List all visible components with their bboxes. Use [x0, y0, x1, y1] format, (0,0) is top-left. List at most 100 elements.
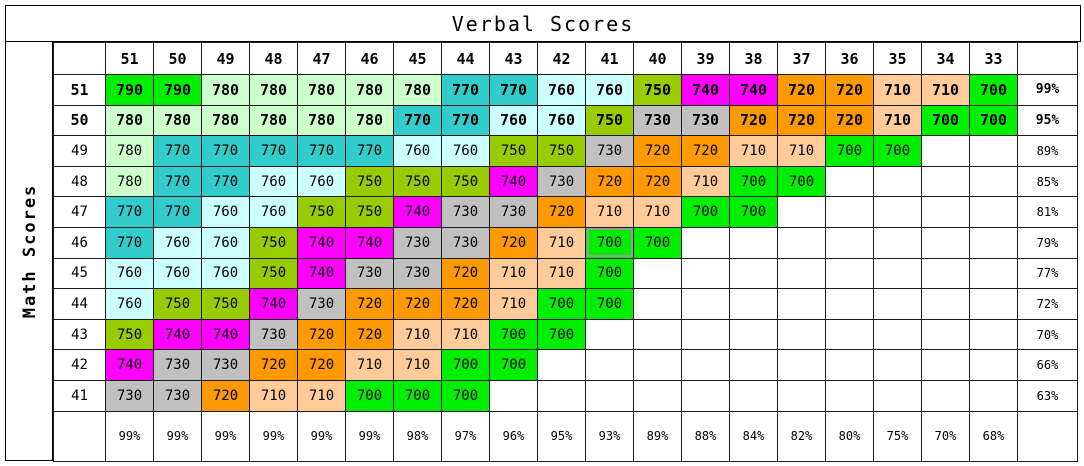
- empty-cell[interactable]: [585, 318, 634, 351]
- score-cell[interactable]: 740: [201, 318, 250, 351]
- empty-cell[interactable]: [825, 257, 874, 290]
- verbal-percentile[interactable]: 89%: [633, 410, 682, 462]
- score-cell[interactable]: 750: [393, 165, 442, 198]
- score-cell[interactable]: 710: [249, 379, 298, 412]
- score-cell[interactable]: 710: [393, 318, 442, 351]
- empty-cell[interactable]: [969, 257, 1018, 290]
- verbal-header-39[interactable]: 39: [681, 42, 730, 75]
- empty-cell[interactable]: [777, 318, 826, 351]
- score-cell[interactable]: 730: [681, 104, 730, 137]
- empty-cell[interactable]: [537, 349, 586, 381]
- score-cell[interactable]: 730: [345, 257, 394, 290]
- score-cell[interactable]: 790: [105, 74, 154, 106]
- score-cell[interactable]: 710: [345, 349, 394, 381]
- math-percentile[interactable]: 66%: [1017, 349, 1078, 381]
- score-cell[interactable]: 720: [345, 288, 394, 320]
- empty-cell[interactable]: [1017, 410, 1078, 462]
- score-cell[interactable]: 720: [345, 318, 394, 351]
- verbal-percentile[interactable]: 68%: [969, 410, 1018, 462]
- score-cell[interactable]: 770: [393, 104, 442, 137]
- score-cell[interactable]: 720: [825, 74, 874, 106]
- empty-cell[interactable]: [729, 226, 778, 259]
- math-percentile[interactable]: 79%: [1017, 226, 1078, 259]
- verbal-header-40[interactable]: 40: [633, 42, 682, 75]
- score-cell[interactable]: 780: [297, 74, 346, 106]
- score-cell[interactable]: 700: [969, 104, 1018, 137]
- score-cell[interactable]: 750: [633, 74, 682, 106]
- empty-cell[interactable]: [825, 349, 874, 381]
- score-cell[interactable]: 750: [105, 318, 154, 351]
- score-cell[interactable]: 760: [105, 288, 154, 320]
- score-cell[interactable]: 720: [777, 104, 826, 137]
- score-cell[interactable]: 710: [441, 318, 490, 351]
- score-cell[interactable]: 760: [537, 74, 586, 106]
- math-score-label[interactable]: 50: [53, 104, 106, 137]
- score-cell[interactable]: 750: [153, 288, 202, 320]
- verbal-header-36[interactable]: 36: [825, 42, 874, 75]
- verbal-percentile[interactable]: 98%: [393, 410, 442, 462]
- score-cell[interactable]: 740: [489, 165, 538, 198]
- score-cell[interactable]: 700: [489, 318, 538, 351]
- score-cell[interactable]: 720: [297, 349, 346, 381]
- empty-cell[interactable]: [53, 410, 106, 462]
- score-cell[interactable]: 750: [441, 165, 490, 198]
- math-percentile[interactable]: 89%: [1017, 135, 1078, 167]
- score-cell[interactable]: 760: [249, 165, 298, 198]
- score-cell[interactable]: 760: [489, 104, 538, 137]
- empty-cell[interactable]: [825, 318, 874, 351]
- empty-cell[interactable]: [873, 318, 922, 351]
- empty-cell[interactable]: [633, 318, 682, 351]
- score-cell[interactable]: 750: [345, 165, 394, 198]
- empty-cell[interactable]: [633, 288, 682, 320]
- score-cell[interactable]: 720: [393, 288, 442, 320]
- empty-cell[interactable]: [921, 135, 970, 167]
- score-cell[interactable]: 710: [729, 135, 778, 167]
- math-percentile[interactable]: 70%: [1017, 318, 1078, 351]
- score-cell[interactable]: 700: [873, 135, 922, 167]
- score-cell[interactable]: 710: [489, 288, 538, 320]
- score-cell[interactable]: 740: [105, 349, 154, 381]
- score-cell[interactable]: 700: [729, 165, 778, 198]
- verbal-percentile[interactable]: 88%: [681, 410, 730, 462]
- math-score-label[interactable]: 43: [53, 318, 106, 351]
- empty-cell[interactable]: [681, 257, 730, 290]
- empty-cell[interactable]: [681, 226, 730, 259]
- score-cell[interactable]: 770: [153, 165, 202, 198]
- score-cell[interactable]: 730: [441, 196, 490, 228]
- verbal-percentile[interactable]: 97%: [441, 410, 490, 462]
- empty-cell[interactable]: [921, 288, 970, 320]
- percentile-header-cell[interactable]: [1017, 42, 1078, 75]
- empty-cell[interactable]: [825, 379, 874, 412]
- score-cell[interactable]: 730: [441, 226, 490, 259]
- verbal-percentile[interactable]: 99%: [249, 410, 298, 462]
- score-cell[interactable]: 760: [441, 135, 490, 167]
- verbal-header-44[interactable]: 44: [441, 42, 490, 75]
- verbal-header-33[interactable]: 33: [969, 42, 1018, 75]
- verbal-percentile[interactable]: 70%: [921, 410, 970, 462]
- score-cell[interactable]: 780: [345, 104, 394, 137]
- score-cell[interactable]: 750: [201, 288, 250, 320]
- math-score-label[interactable]: 41: [53, 379, 106, 412]
- empty-cell[interactable]: [777, 349, 826, 381]
- empty-cell[interactable]: [873, 257, 922, 290]
- empty-cell[interactable]: [969, 288, 1018, 320]
- score-cell[interactable]: 750: [585, 104, 634, 137]
- empty-cell[interactable]: [921, 379, 970, 412]
- score-cell[interactable]: 770: [441, 74, 490, 106]
- score-cell[interactable]: 720: [777, 74, 826, 106]
- score-cell[interactable]: 780: [201, 104, 250, 137]
- math-score-label[interactable]: 45: [53, 257, 106, 290]
- score-cell[interactable]: 700: [777, 165, 826, 198]
- score-cell[interactable]: 720: [585, 165, 634, 198]
- score-cell[interactable]: 750: [489, 135, 538, 167]
- score-cell[interactable]: 780: [105, 104, 154, 137]
- math-score-label[interactable]: 44: [53, 288, 106, 320]
- score-cell[interactable]: 730: [585, 135, 634, 167]
- score-cell[interactable]: 700: [489, 349, 538, 381]
- verbal-percentile[interactable]: 80%: [825, 410, 874, 462]
- verbal-header-35[interactable]: 35: [873, 42, 922, 75]
- score-cell[interactable]: 770: [441, 104, 490, 137]
- verbal-percentile[interactable]: 93%: [585, 410, 634, 462]
- score-cell[interactable]: 770: [249, 135, 298, 167]
- empty-cell[interactable]: [777, 288, 826, 320]
